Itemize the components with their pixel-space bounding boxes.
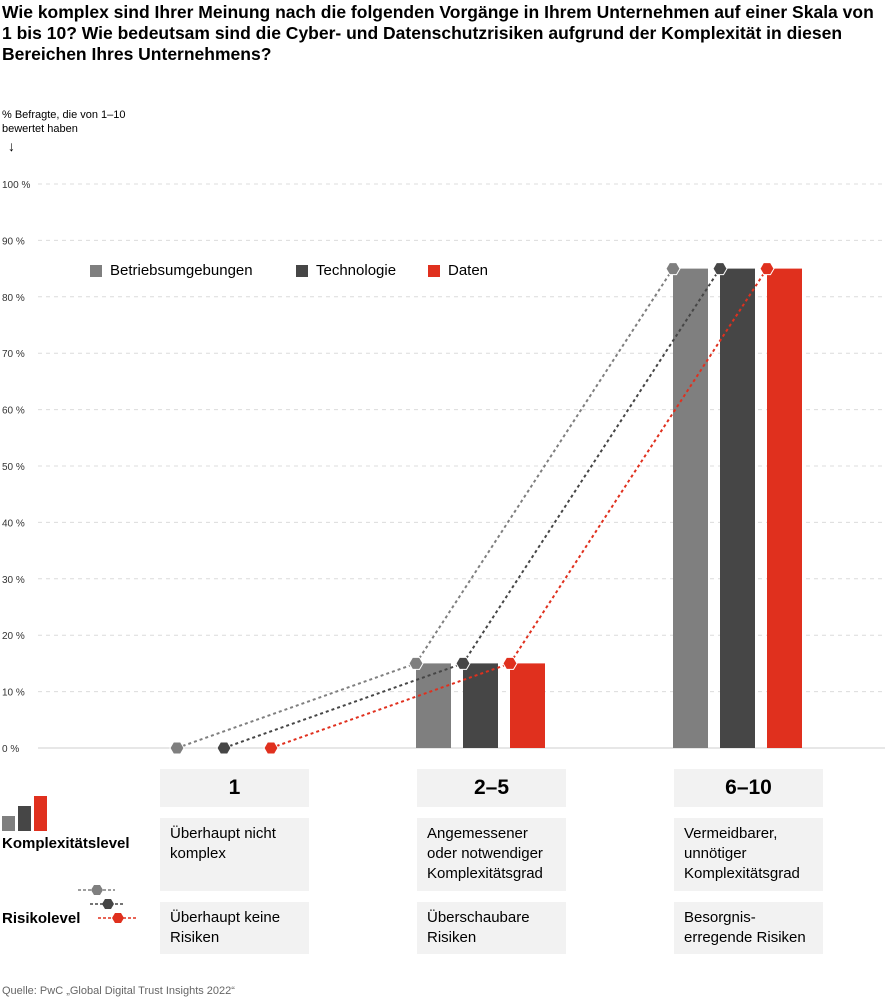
legend-swatch [428,265,440,277]
y-tick-label: 100 % [2,180,30,191]
y-tick-label: 50 % [2,462,25,473]
legend-label: Betriebsumgebungen [110,262,253,279]
hexagon-marker [455,656,471,670]
complexity-row-label: Komplexitätslevel [2,835,130,852]
hexagon-marker [665,262,681,276]
y-tick-label: 20 % [2,631,25,642]
category-label: 2–5 [417,769,566,807]
risk-marker-icons [78,885,136,923]
hexagon-marker [408,656,424,670]
chart-plot: 0 % 10 % 20 % 30 % 40 % 50 % 60 % 70 % 80 % 90 % 1… [2,180,885,755]
row-legend-icons [2,796,47,831]
source-note: Quelle: PwC „Global Digital Trust Insigh… [2,985,235,997]
complexity-bar-icon [2,816,15,831]
legend-label: Technologie [316,262,397,279]
y-tick-label: 80 % [2,293,25,304]
bar-betriebsumgebungen [416,663,451,748]
legend-label: Daten [448,262,489,279]
complexity-bar-icon [18,806,31,831]
hexagon-marker [263,741,279,755]
hexagon-marker-icon [112,913,124,923]
legend-swatch [90,265,102,277]
category-label: 6–10 [674,769,823,807]
y-tick-label: 10 % [2,688,25,699]
chart-title: Wie komplex sind Ihrer Meinung nach die … [2,2,874,64]
risk-row-label: Risikolevel [2,910,81,927]
hexagon-marker [169,741,185,755]
risk-connector-line [223,662,464,749]
complexity-description: Überhaupt nicht komplex [160,818,309,891]
complexity-description: Angemessener oder notwendiger Komplexitä… [417,818,566,891]
legend-swatch [296,265,308,277]
complexity-bar-icon [34,796,47,831]
bar-betriebsumgebungen [673,268,708,748]
risk-connector-line [415,268,674,664]
y-tick-label: 60 % [2,406,25,417]
risk-connector-line [270,662,511,749]
complexity-description: Vermeidbarer, unnötiger Komplexitätsgrad [674,818,823,891]
bar-daten [767,268,802,748]
y-axis-label: % Befragte, die von 1–10 bewertet haben [2,109,126,135]
y-tick-label: 90 % [2,236,25,247]
category-label: 1 [160,769,309,807]
y-tick-label: 70 % [2,349,25,360]
risk-connector-line [176,662,417,749]
bar-technologie [463,663,498,748]
risk-description: Überschaubare Risiken [417,902,566,954]
risk-description: Überhaupt keine Risiken [160,902,309,954]
hexagon-marker [759,262,775,276]
y-tick-label: 40 % [2,518,25,529]
bar-technologie [720,268,755,748]
y-tick-label: 0 % [2,744,19,755]
hexagon-marker [216,741,232,755]
hexagon-marker [712,262,728,276]
risk-connector-line [462,268,721,664]
down-arrow-icon: ↓ [8,138,15,154]
y-tick-label: 30 % [2,575,25,586]
hexagon-marker-icon [102,899,114,909]
bar-daten [510,663,545,748]
risk-connector-line [509,268,768,664]
hexagon-marker [502,656,518,670]
risk-description: Besorgnis-erregende Risiken [674,902,823,954]
hexagon-marker-icon [91,885,103,895]
